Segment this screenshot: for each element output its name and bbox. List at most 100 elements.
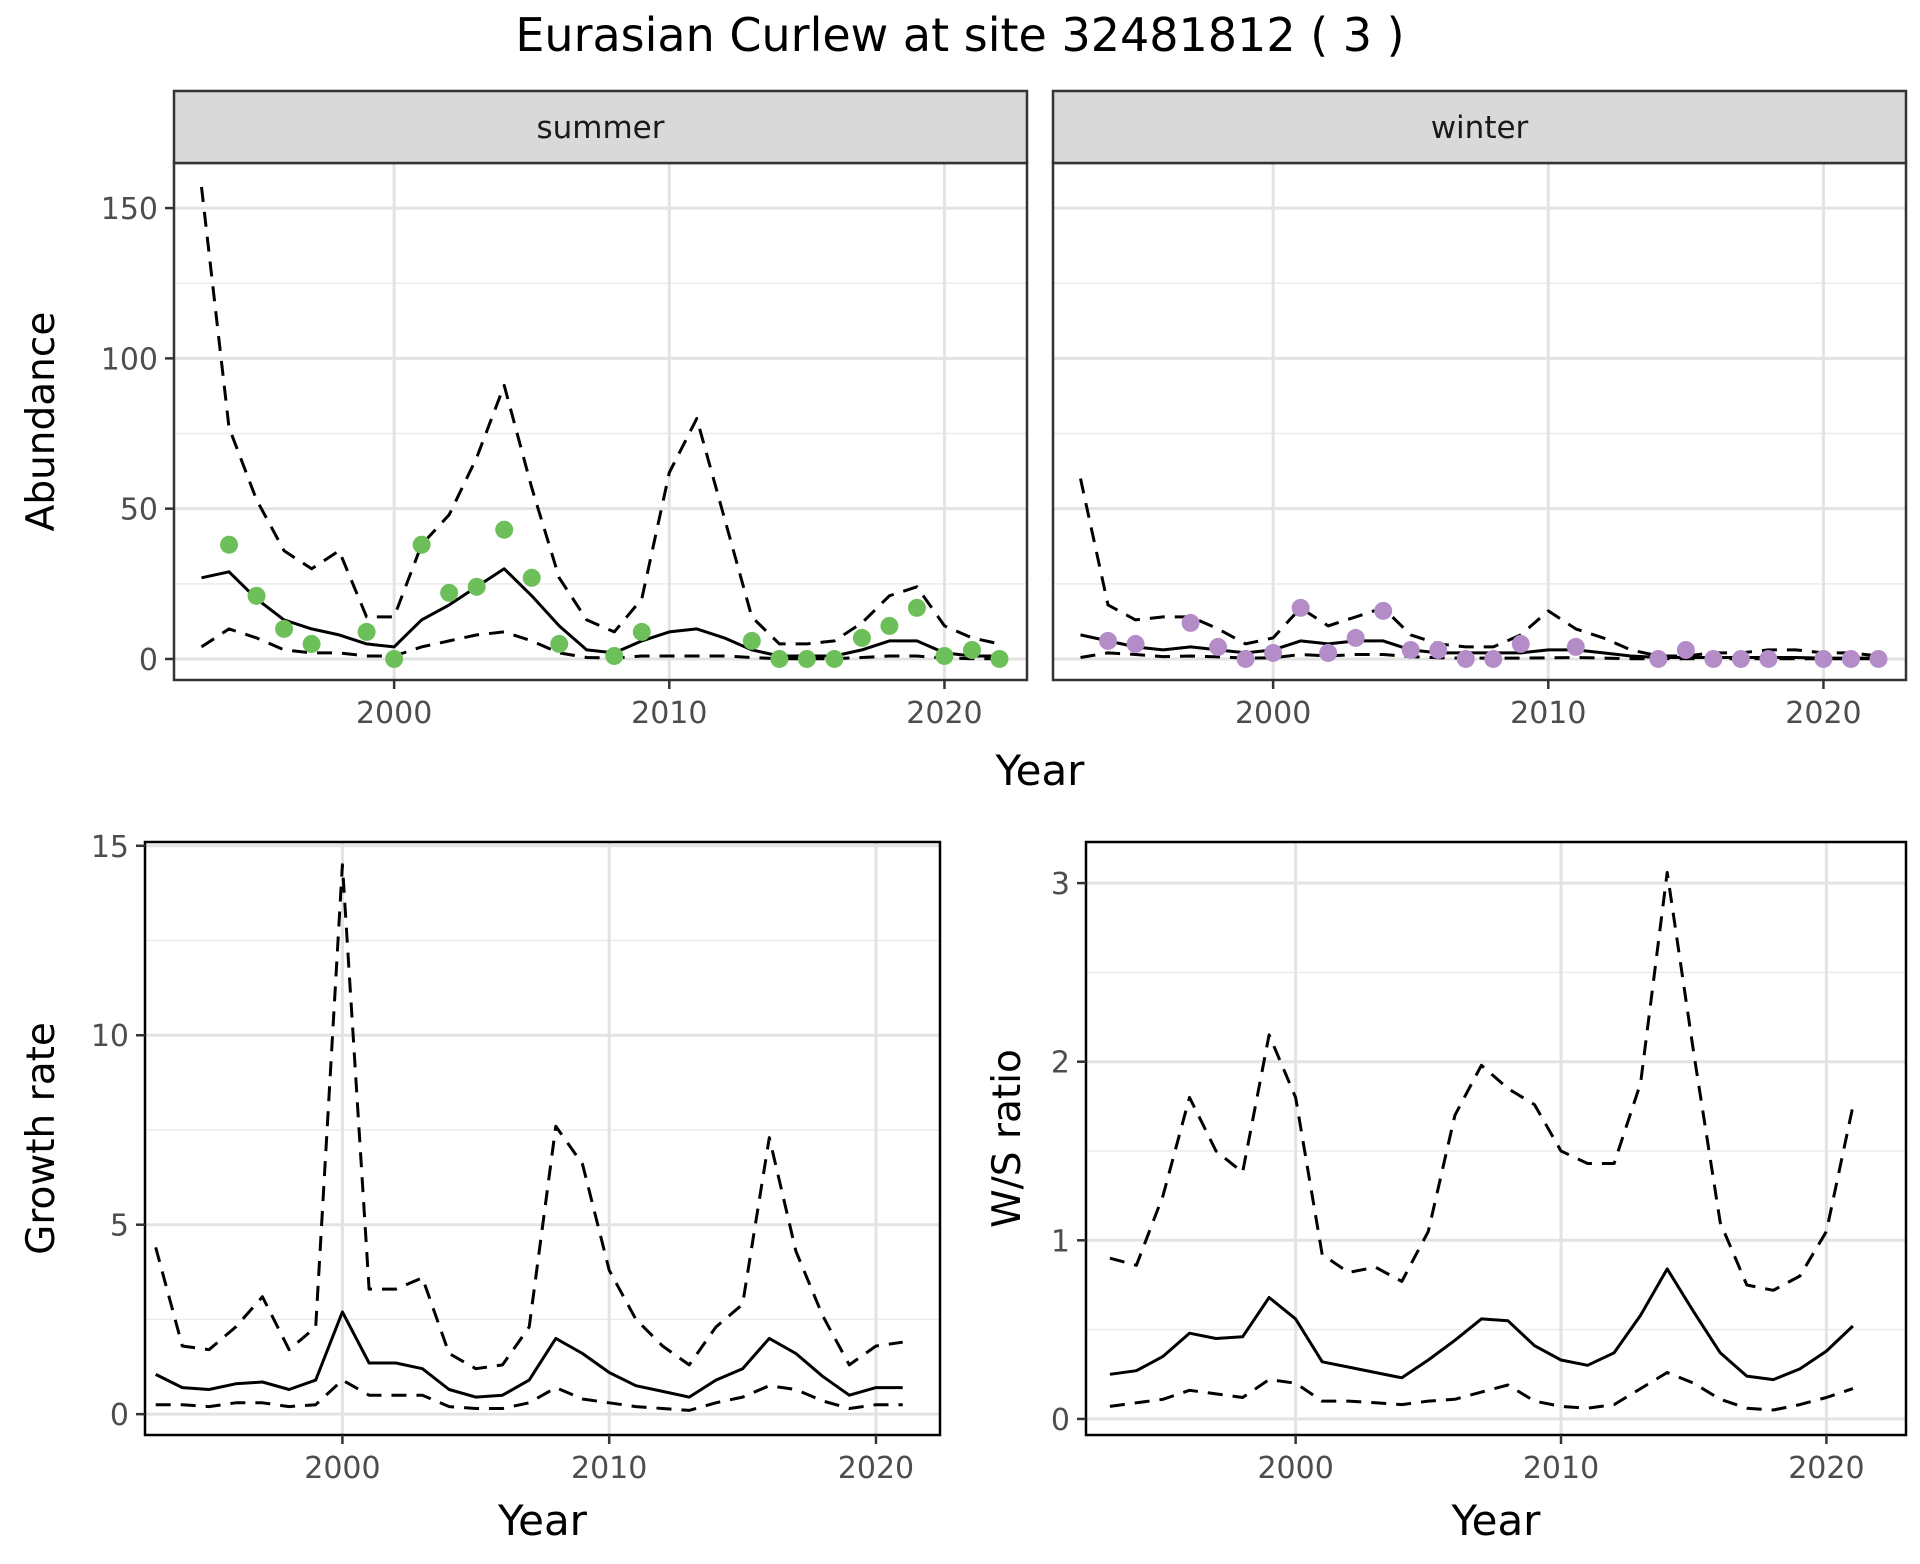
series-line-upper [1079,478,1879,658]
data-point [1566,637,1585,656]
data-point [1731,649,1750,668]
y-tick-label: 3 [1051,867,1070,902]
data-point [1319,643,1338,662]
data-point [550,634,569,653]
x-tick-label: 2010 [631,696,707,731]
series-line-lower [1080,651,1879,661]
data-point [907,598,926,617]
x-tick-label: 2020 [906,696,982,731]
series-line-lower [200,627,1000,661]
data-point [1841,649,1860,668]
data-point [1181,613,1200,632]
y-axis-title: Abundance [19,312,64,532]
data-point [1264,643,1283,662]
data-point [1676,640,1695,659]
panel-border [1084,840,1908,1437]
data-point [935,646,954,665]
series-line-estimate [1080,633,1879,660]
data-point [412,535,431,554]
series-line-upper [154,863,903,1371]
series-line-lower [1109,1371,1854,1412]
y-tick-label: 0 [139,643,158,678]
facet-label: winter [1431,110,1529,146]
data-point [385,649,404,668]
chart-panel-3: 2000 2010 2020 0 5 10 15 Growth rate Year [19,830,942,1545]
x-tick-label: 2020 [1788,1451,1864,1486]
data-point [1869,649,1888,668]
data-point [990,649,1009,668]
data-point [770,649,789,668]
series-line-estimate [201,567,1000,658]
data-point [357,622,376,641]
data-point [1236,649,1255,668]
data-point [1291,598,1310,617]
y-tick-label: 5 [110,1209,129,1244]
data-point [1456,649,1475,668]
data-point [880,616,899,635]
data-point [1209,637,1228,656]
data-point [1374,601,1393,620]
x-tick-label: 2000 [1257,1451,1333,1486]
data-point [1099,631,1118,650]
data-point [1484,649,1503,668]
y-axis-title: W/S ratio [985,1049,1030,1228]
series-line-upper [200,186,1000,646]
y-tick-label: 0 [110,1398,129,1433]
data-point [440,583,459,602]
data-point [742,631,761,650]
data-point [467,577,486,596]
panel-border [1051,161,1908,682]
data-point [1346,628,1365,647]
data-point [522,568,541,587]
data-point [1429,640,1448,659]
y-tick-label: 50 [120,493,158,528]
panel-border [143,840,942,1437]
data-point [852,628,871,647]
y-tick-label: 10 [91,1019,129,1054]
data-point [797,649,816,668]
series-line-estimate [1109,1267,1854,1382]
y-tick-label: 100 [101,342,158,377]
data-point [302,634,321,653]
data-point [220,535,239,554]
panel-border [172,161,1029,682]
data-point [962,640,981,659]
y-axis-title: Growth rate [19,1022,64,1255]
y-tick-label: 1 [1051,1224,1070,1259]
data-point [1759,649,1778,668]
data-point [1126,634,1145,653]
data-point [1814,649,1833,668]
data-point [1511,634,1530,653]
x-axis-title: Year [497,1496,588,1545]
chart-panel-2: winter 2000 2010 2020 [1051,89,1908,731]
data-point [1401,640,1420,659]
chart-panel-4: 2000 2010 2020 0 1 2 3 W/S ratio Year [985,840,1908,1545]
data-point [247,586,266,605]
data-point [632,622,651,641]
data-point [275,619,294,638]
x-tick-label: 2000 [356,696,432,731]
x-tick-label: 2000 [1235,696,1311,731]
facet-strip [172,89,1029,165]
shared-x-axis-title: Year [995,746,1086,795]
data-point [605,646,624,665]
chart-panel-1: summer 2000 2010 2020 0 50 100 150 Abundance [19,89,1029,731]
data-point [495,520,514,539]
y-tick-label: 2 [1051,1046,1070,1081]
series-line-lower [155,1378,903,1412]
series-line-upper [1109,870,1855,1292]
x-tick-label: 2010 [571,1451,647,1486]
y-tick-label: 15 [91,830,129,865]
figure-title: Eurasian Curlew at site 32481812 ( 3 ) [515,8,1405,62]
x-axis-title: Year [1451,1496,1542,1545]
facet-strip [1051,89,1908,165]
series-line-estimate [155,1310,903,1399]
data-point [1704,649,1723,668]
y-tick-label: 150 [101,192,158,227]
x-tick-label: 2010 [1523,1451,1599,1486]
data-point [825,649,844,668]
x-tick-label: 2000 [304,1451,380,1486]
x-tick-label: 2020 [1785,696,1861,731]
